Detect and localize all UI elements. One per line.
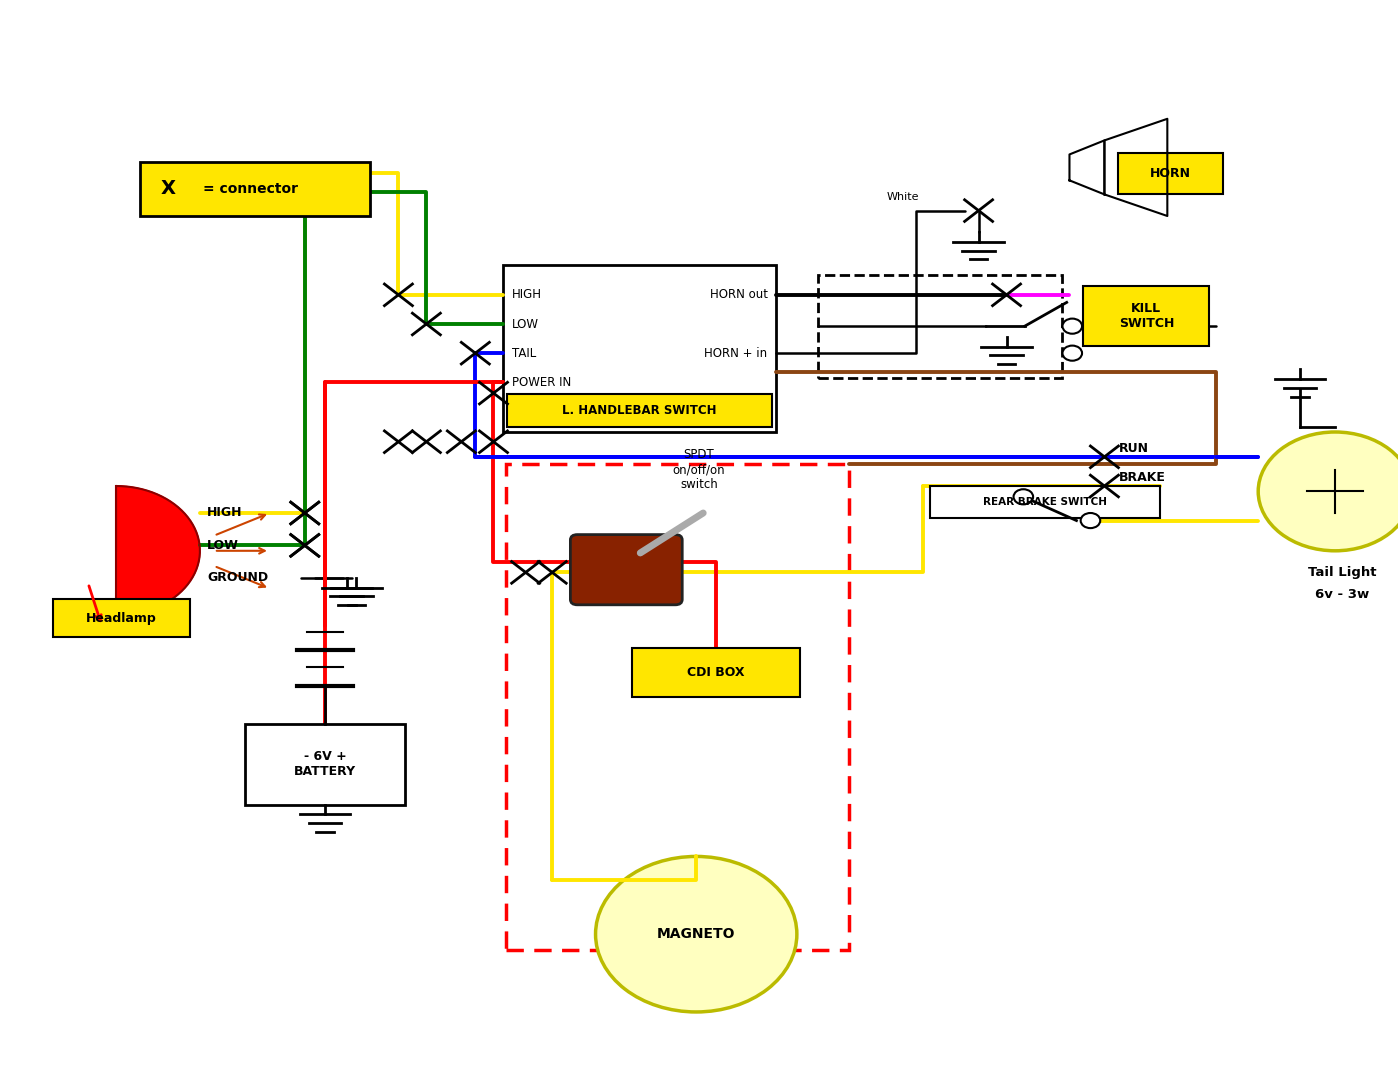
FancyBboxPatch shape [570,535,682,605]
Circle shape [1258,432,1398,551]
Text: LOW: LOW [512,318,538,330]
Text: GROUND: GROUND [207,571,268,584]
Text: KILL
SWITCH: KILL SWITCH [1118,302,1174,329]
Text: 6v - 3w: 6v - 3w [1316,588,1369,600]
FancyBboxPatch shape [507,394,772,427]
FancyBboxPatch shape [245,724,405,805]
FancyBboxPatch shape [632,648,800,697]
Text: HIGH: HIGH [512,288,541,301]
Circle shape [596,856,797,1012]
Text: HORN + in: HORN + in [705,347,768,360]
Text: POWER IN: POWER IN [512,376,570,389]
FancyBboxPatch shape [930,486,1160,518]
Text: HIGH: HIGH [207,507,242,519]
Text: RUN: RUN [1118,442,1148,455]
Text: TAIL: TAIL [512,347,535,360]
FancyBboxPatch shape [140,162,370,216]
Text: Tail Light: Tail Light [1309,566,1376,579]
Text: L. HANDLEBAR SWITCH: L. HANDLEBAR SWITCH [562,404,717,417]
Text: X: X [161,179,176,199]
Text: HORN out: HORN out [710,288,768,301]
Text: SPDT
on/off/on
switch: SPDT on/off/on switch [672,448,726,491]
Circle shape [1062,346,1082,361]
Text: LOW: LOW [207,539,239,552]
FancyBboxPatch shape [503,265,776,432]
Circle shape [1062,319,1082,334]
Circle shape [1081,513,1100,528]
Text: MAGNETO: MAGNETO [657,928,735,941]
FancyBboxPatch shape [1083,286,1209,346]
FancyBboxPatch shape [1118,153,1223,194]
Text: HORN: HORN [1151,167,1191,180]
Text: White: White [886,191,918,202]
FancyBboxPatch shape [53,599,190,637]
Polygon shape [116,486,200,616]
Circle shape [1014,489,1033,504]
Text: - 6V +
BATTERY: - 6V + BATTERY [294,751,356,778]
Text: = connector: = connector [203,183,298,195]
Polygon shape [1104,119,1167,216]
Text: CDI BOX: CDI BOX [686,665,745,679]
Text: BRAKE: BRAKE [1118,471,1166,484]
Text: Headlamp: Headlamp [87,611,157,625]
Text: REAR BRAKE SWITCH: REAR BRAKE SWITCH [983,497,1107,508]
Polygon shape [1069,140,1104,194]
